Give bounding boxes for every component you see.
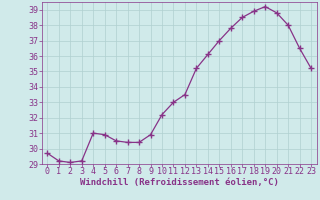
X-axis label: Windchill (Refroidissement éolien,°C): Windchill (Refroidissement éolien,°C)	[80, 178, 279, 187]
